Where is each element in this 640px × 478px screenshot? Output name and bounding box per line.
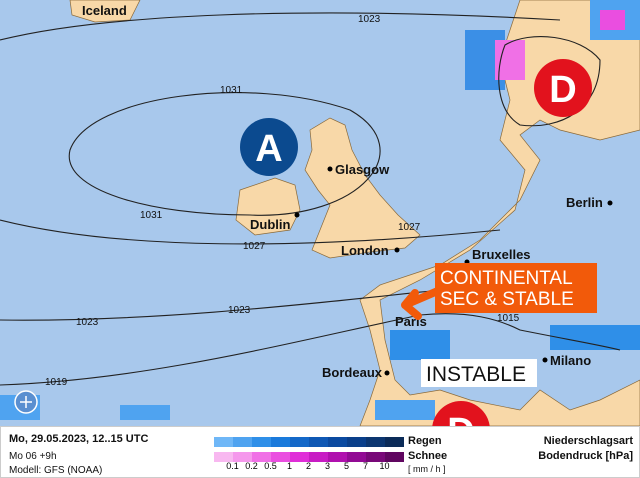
snow-scale	[214, 452, 404, 462]
scale-tick: 1	[286, 461, 292, 471]
scale-tick: 0.2	[245, 461, 258, 471]
annotation-line: SEC & STABLE	[440, 289, 574, 310]
svg-text:A: A	[255, 128, 282, 170]
isobar-label: 1019	[45, 377, 68, 388]
isobar	[68, 92, 381, 216]
arrow-icon	[401, 286, 444, 320]
isobar	[0, 313, 621, 386]
scale-swatch	[271, 452, 290, 462]
scale-swatch	[347, 437, 366, 447]
isobar-label: 1023	[76, 317, 99, 328]
isobar	[0, 219, 501, 245]
isobar-label: 1023	[358, 14, 381, 25]
compass-icon[interactable]	[14, 390, 38, 414]
high-pressure-center: A	[240, 118, 298, 176]
city-label: Milano	[550, 353, 591, 368]
city-label: Dublin	[250, 217, 290, 232]
city-label: London	[341, 243, 389, 258]
isobar	[0, 289, 441, 321]
scale-swatch	[385, 452, 404, 462]
scale-swatch	[309, 452, 328, 462]
scale-swatch	[328, 437, 347, 447]
weather-map: 1023 1031 1031 1027 1027 1023 1023 1019 …	[0, 0, 640, 426]
isobar-label: 1031	[220, 85, 243, 96]
scale-swatch	[214, 437, 233, 447]
scale-swatch	[347, 452, 366, 462]
isobar-label: 1015	[497, 313, 520, 324]
legend-title: Niederschlagsart	[543, 435, 633, 447]
isobar-label: 1027	[243, 241, 266, 252]
model-name: Modell: GFS (NOAA)	[9, 465, 103, 476]
city-label: Paris	[395, 314, 427, 329]
scale-tick: 10	[379, 461, 390, 471]
snow-label: Schnee	[408, 450, 448, 462]
low-pressure-center: D	[432, 401, 490, 426]
instable-annotation	[421, 359, 537, 387]
scale-ticks: 0.1 0.2 0.5 1 2 3 5 7 10	[223, 461, 394, 471]
scale-swatch	[271, 437, 290, 447]
scale-swatch	[214, 452, 233, 462]
scale-swatch	[309, 437, 328, 447]
scale-swatch	[290, 437, 309, 447]
rain-scale	[214, 437, 404, 447]
scale-tick: 0.1	[226, 461, 239, 471]
isobar-label: 1027	[398, 222, 421, 233]
city-label: Bruxelles	[472, 247, 531, 262]
scale-tick: 2	[305, 461, 311, 471]
city-label: Glasgow	[335, 162, 390, 177]
low-pressure-center: D	[534, 59, 592, 117]
scale-swatch	[385, 437, 404, 447]
isobar-label: 1031	[140, 210, 163, 221]
isobars: 1023 1031 1031 1027 1027 1023 1023 1019 …	[0, 12, 621, 388]
scale-swatch	[366, 437, 385, 447]
scale-swatch	[328, 452, 347, 462]
scale-swatch	[252, 452, 271, 462]
scale-tick: 7	[362, 461, 368, 471]
scale-tick: 3	[324, 461, 330, 471]
annotation-text: INSTABLE	[426, 363, 526, 386]
isobar-label: 1023	[228, 305, 251, 316]
precipitation	[0, 0, 640, 420]
iceland-land	[69, 0, 141, 23]
svg-text:D: D	[447, 411, 474, 426]
scale-tick: 0.5	[264, 461, 277, 471]
ireland	[235, 177, 301, 236]
city-label: Iceland	[82, 3, 127, 18]
unit-label: [ mm / h ]	[408, 464, 446, 474]
model-run: Mo 06 +9h	[9, 451, 57, 462]
legend-subtitle: Bodendruck [hPa]	[538, 450, 633, 462]
isobar	[0, 12, 561, 41]
legend: Mo, 29.05.2023, 12..15 UTC Mo 06 +9h Mod…	[0, 426, 640, 478]
scale-swatch	[290, 452, 309, 462]
svg-text:D: D	[549, 69, 576, 111]
forecast-date: Mo, 29.05.2023, 12..15 UTC	[9, 433, 149, 445]
scale-tick: 5	[343, 461, 349, 471]
scale-swatch	[233, 452, 252, 462]
cities: Iceland Glasgow Dublin London Bruxelles …	[82, 3, 613, 380]
continental-annotation	[435, 263, 597, 313]
rain-label: Regen	[408, 435, 442, 447]
annotation-line: CONTINENTAL	[440, 268, 573, 289]
scale-swatch	[366, 452, 385, 462]
great-britain	[304, 117, 421, 259]
scale-swatch	[252, 437, 271, 447]
city-label: Berlin	[566, 195, 603, 210]
city-label: Bordeaux	[322, 365, 383, 380]
scale-swatch	[233, 437, 252, 447]
